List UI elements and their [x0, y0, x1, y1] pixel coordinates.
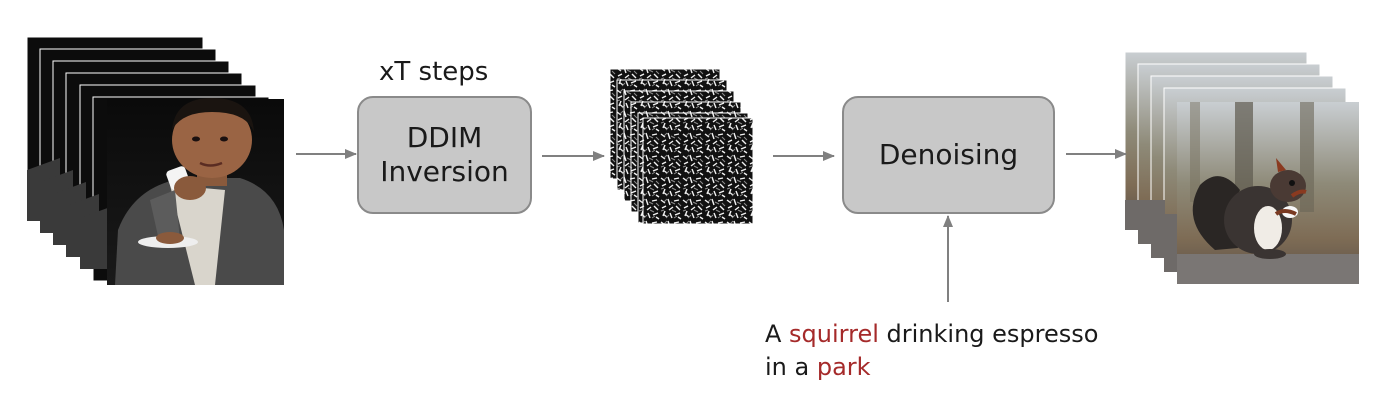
denoising-label: Denoising — [878, 138, 1019, 171]
ddim-inversion-line2: Inversion — [380, 155, 509, 188]
text-prompt: A squirrel drinking espresso in a park — [765, 318, 1098, 384]
steps-label: xT steps — [379, 57, 489, 87]
input-frame-front — [107, 98, 284, 285]
prompt-line-1: A squirrel drinking espresso — [765, 318, 1098, 351]
ddim-inversion-box: DDIM Inversion — [357, 96, 532, 214]
denoising-box: Denoising — [842, 96, 1055, 214]
prompt-text: drinking espresso — [878, 320, 1099, 348]
noise-frames-stack — [609, 68, 754, 225]
prompt-text: in a — [765, 353, 817, 381]
prompt-text: A — [765, 320, 790, 348]
prompt-keyword-squirrel: squirrel — [789, 320, 879, 348]
output-frame-front — [1177, 102, 1359, 284]
ddim-inversion-line1: DDIM — [406, 121, 483, 154]
prompt-keyword-park: park — [816, 353, 871, 381]
prompt-line-2: in a park — [765, 351, 1098, 384]
